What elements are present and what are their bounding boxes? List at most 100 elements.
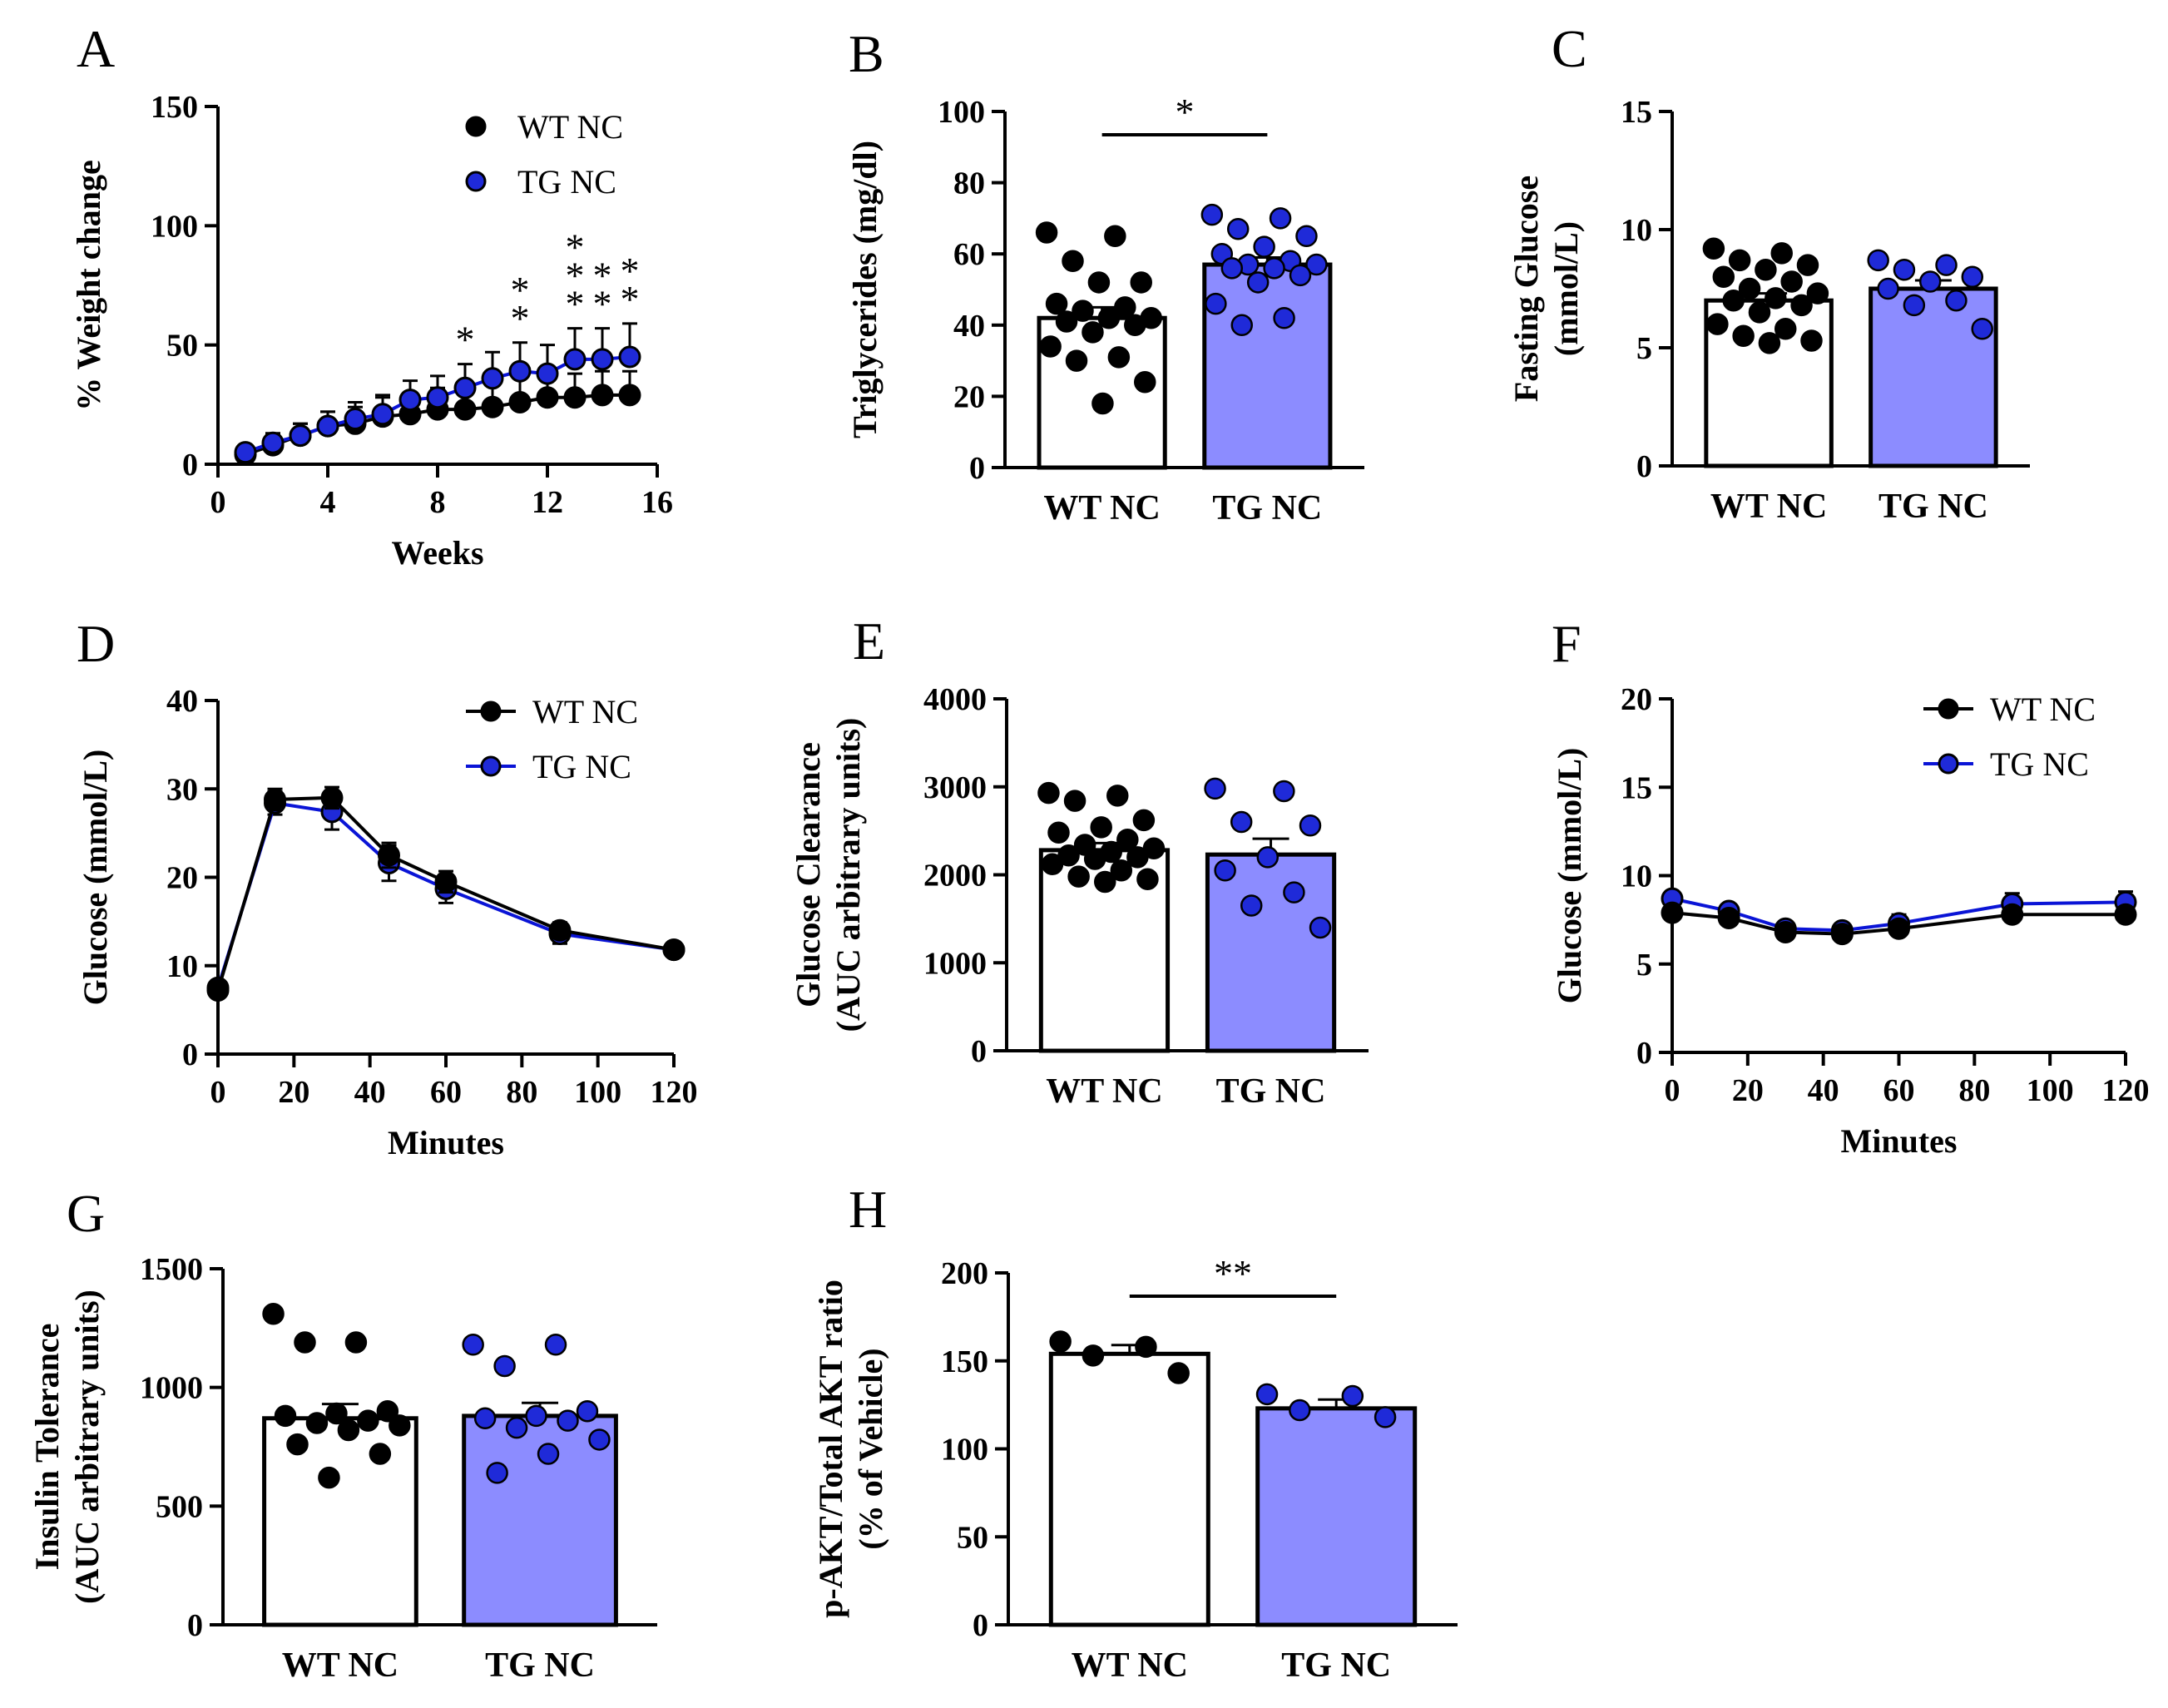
data-point-wt — [1035, 221, 1058, 244]
data-point-wt — [563, 386, 587, 409]
category-label: TG NC — [1212, 489, 1322, 527]
data-point-wt — [262, 1302, 285, 1325]
data-point-tg — [1214, 859, 1236, 882]
data-point-wt — [1116, 828, 1139, 851]
data-point-wt — [662, 938, 686, 962]
panel-c: C 0 5 10 15 Fasting Glucose(mmol/L) WT NC TG NC — [1507, 19, 2030, 526]
data-point-wt — [1728, 249, 1751, 272]
data-point-wt — [1800, 329, 1823, 352]
data-point-wt — [1806, 282, 1829, 304]
category-label: TG NC — [1878, 488, 1988, 526]
data-point-wt — [1755, 259, 1777, 281]
data-point-tg — [1295, 225, 1318, 248]
x-tick-label: 4 — [320, 485, 336, 520]
y-tick-label: 0 — [971, 1034, 987, 1069]
data-point-wt — [1706, 313, 1729, 335]
significance-star: * — [511, 297, 530, 339]
panel-label: C — [1552, 19, 1587, 78]
data-point-tg — [1341, 1384, 1364, 1408]
data-point-wt — [1702, 237, 1725, 260]
y-tick-label: 0 — [969, 451, 985, 486]
y-tick-label: 200 — [941, 1256, 988, 1291]
data-point-wt — [1037, 781, 1060, 804]
legend-label: TG NC — [517, 163, 616, 201]
data-point-wt — [369, 1443, 392, 1465]
data-point-tg — [1903, 294, 1926, 317]
y-tick-label: 100 — [151, 209, 198, 244]
panel-label: H — [849, 1180, 887, 1239]
panel-label: F — [1552, 614, 1581, 673]
category-label: WT NC — [282, 1646, 398, 1685]
data-point-wt — [1110, 859, 1133, 882]
x-tick-label: 100 — [574, 1075, 621, 1110]
x-tick-label: 80 — [1958, 1073, 1990, 1108]
y-axis-label: Triglycerides (mg/dl) — [846, 141, 884, 438]
y-tick-label: 150 — [151, 90, 198, 125]
data-point-tg — [1263, 257, 1285, 280]
data-point-wt — [318, 1466, 340, 1489]
data-point-wt — [1732, 324, 1755, 348]
significance-label: ** — [1214, 1252, 1252, 1295]
y-tick-label: 5 — [1636, 331, 1652, 366]
x-axis-label: Minutes — [388, 1124, 504, 1161]
data-point-wt — [1796, 254, 1819, 276]
x-tick-label: 20 — [1732, 1073, 1764, 1108]
data-point-wt — [1722, 289, 1745, 312]
significance-label: * — [1176, 91, 1195, 133]
legend-label: TG NC — [532, 748, 631, 785]
data-point-wt — [1738, 277, 1761, 300]
y-tick-label: 20 — [953, 379, 985, 414]
data-point-tg — [486, 1462, 508, 1484]
data-point-tg — [261, 431, 285, 454]
data-point-tg — [1877, 277, 1899, 300]
y-axis-label: Insulin Tolerance(AUC arbitrary units) — [28, 1290, 106, 1604]
data-point-wt — [274, 1404, 297, 1428]
category-label: WT NC — [1710, 488, 1827, 526]
x-tick-label: 0 — [1665, 1073, 1680, 1108]
data-point-wt — [1790, 294, 1813, 317]
data-point-wt — [1083, 848, 1106, 870]
data-point-tg — [1309, 916, 1332, 939]
data-point-wt — [1132, 809, 1156, 832]
data-point-wt — [305, 1412, 329, 1434]
data-point-wt — [2114, 903, 2137, 926]
panel-label: G — [67, 1184, 105, 1243]
data-point-wt — [389, 1414, 411, 1437]
data-point-wt — [1065, 349, 1088, 372]
y-tick-label: 40 — [166, 684, 198, 719]
data-point-tg — [481, 367, 504, 390]
bar-tg — [1205, 852, 1337, 1053]
data-point-tg — [1253, 235, 1275, 258]
panel-label: B — [849, 24, 884, 83]
data-point-wt — [1087, 271, 1111, 294]
data-point-tg — [1200, 203, 1224, 226]
y-axis-label: % Weight change — [70, 160, 107, 411]
y-tick-label: 0 — [187, 1608, 203, 1643]
data-point-wt — [357, 1409, 379, 1432]
data-point-tg — [536, 362, 559, 385]
panel-g: G 0 500 1000 1500 Insulin Tolerance(AUC arbit… — [28, 1184, 657, 1685]
data-point-tg — [1226, 217, 1250, 240]
data-point-tg — [1256, 846, 1280, 869]
data-point-wt — [378, 844, 400, 867]
y-tick-label: 10 — [1621, 859, 1652, 894]
data-point-wt — [1748, 301, 1771, 324]
data-point-tg — [576, 1399, 599, 1423]
data-point-wt — [1136, 868, 1159, 891]
y-axis-label: Glucose Clearance(AUC arbitrary units) — [789, 718, 867, 1032]
data-point-tg — [493, 1354, 516, 1378]
data-point-wt — [1067, 865, 1090, 888]
data-point-wt — [1114, 296, 1136, 319]
significance-star: * — [566, 226, 585, 269]
data-point-tg — [316, 414, 339, 438]
data-point-tg — [473, 1407, 497, 1430]
data-point-tg — [1220, 257, 1244, 280]
data-point-wt — [286, 1433, 309, 1456]
significance-star: * — [566, 255, 585, 297]
significance-star: * — [621, 278, 640, 320]
data-point-tg — [557, 1409, 579, 1432]
data-point-tg — [1289, 1399, 1311, 1422]
data-point-wt — [1661, 901, 1684, 924]
data-point-tg — [1205, 292, 1227, 315]
x-axis-label: Weeks — [391, 534, 483, 572]
